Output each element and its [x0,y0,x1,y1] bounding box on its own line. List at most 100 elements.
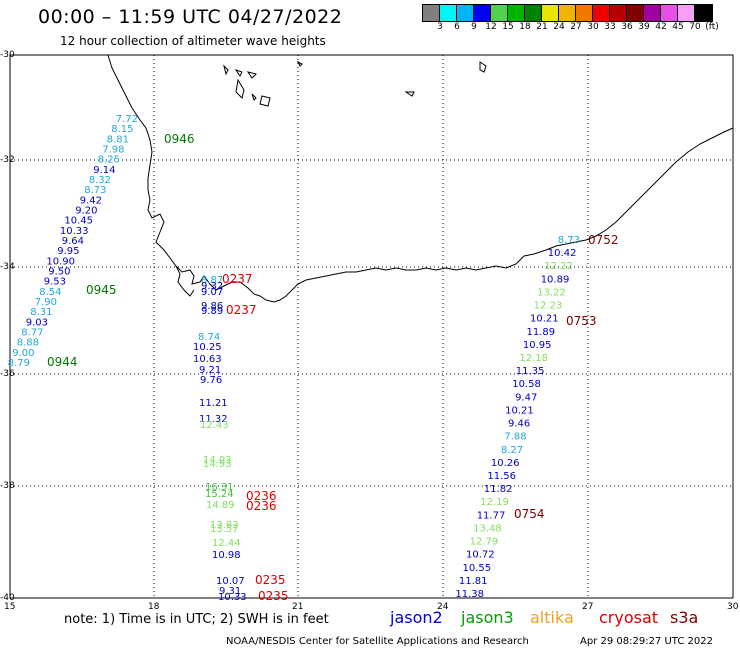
color-scale-cell [576,5,593,21]
satellite-legend-jason3: jason3 [461,608,514,627]
wave-height-value: 10.72 [466,550,495,561]
color-scale-labels: 3 6 9 12 15 18 21 24 27 30 33 36 39 42 45 70 (ft) [422,22,740,34]
wave-height-value: 10.26 [491,458,520,469]
wave-height-labels: 7.728.158.817.988.259.148.328.739.429.20… [8,114,619,603]
pass-time-label: 0237 [222,272,253,286]
color-scale-label: 15 [502,22,514,32]
wave-height-value: 11.21 [199,398,228,409]
satellite-legend-altika: altika [530,608,574,627]
satellite-legend-s3a: s3a [670,608,699,627]
pass-time-label: 0237 [226,303,257,317]
wave-height-value: 13.83 [210,520,239,531]
wave-height-value: 7.90 [35,297,57,308]
wave-height-value: 13.48 [473,523,502,534]
color-scale-cell [644,5,661,21]
wave-height-value: 7.88 [504,432,526,443]
wave-height-value: 11.77 [477,510,506,521]
color-scale-cell [423,5,440,21]
wave-height-value: 9.32 [201,281,223,292]
wave-height-value: 14.89 [206,500,235,511]
latitude-tick-label: -40 [0,593,15,603]
longitude-tick-label: 24 [437,602,449,612]
wave-height-value: 8.27 [501,445,523,456]
color-scale-cell [491,5,508,21]
color-scale-label: 27 [570,22,582,32]
wave-height-value: 9.95 [57,246,79,257]
color-scale-label: 3 [437,22,443,32]
wave-height-value: 10.95 [523,340,552,351]
color-scale-cell [474,5,491,21]
wave-height-value: 8.87 [201,275,223,286]
pass-time-label: 0236 [246,499,277,513]
wave-height-value: 13.22 [537,287,566,298]
wave-height-value: 10.07 [216,576,245,587]
color-scale-label: 21 [536,22,548,32]
longitude-tick-label: 30 [727,602,739,612]
south-cape [175,265,195,297]
color-scale-label: 70 [689,22,701,32]
pass-time-label: 0945 [86,283,117,297]
wave-height-value: 10.89 [541,274,570,285]
wave-height-value: 9.14 [93,165,115,176]
wave-height-value: 16.31 [205,482,234,493]
map-frame [9,54,734,599]
wave-height-value: 10.63 [193,354,222,365]
color-scale-label: 30 [587,22,599,32]
color-scale-label: 42 [655,22,667,32]
island-5 [259,95,271,107]
pass-time-label: 0944 [47,355,78,369]
pass-time-label: 0235 [255,573,286,587]
color-scale-cell [542,5,559,21]
island-6 [251,93,257,101]
wave-height-value: 12.43 [200,420,229,431]
color-scale-cell [559,5,576,21]
wave-height-value: 11.82 [484,484,513,495]
wave-height-value: 9.50 [48,267,70,278]
wave-height-value: 8.74 [198,332,220,343]
island-9 [479,61,487,73]
wave-height-value: 8.25 [98,155,120,166]
pass-time-label: 0235 [258,589,289,603]
color-scale-cell [593,5,610,21]
wave-height-value: 12.44 [212,538,241,549]
color-scale-label: 39 [638,22,650,32]
wave-height-value: 9.86 [201,301,223,312]
wave-height-value: 10.21 [505,405,534,416]
wave-height-value: 9.53 [44,277,66,288]
color-scale-bar [422,4,713,22]
wave-height-value: 8.32 [89,175,111,186]
wave-height-value: 10.58 [512,379,541,390]
wave-height-value: 10.21 [530,314,559,325]
latitude-tick-label: -30 [0,50,15,60]
island-1 [223,64,229,76]
island-8 [404,91,415,97]
pass-time-label: 0236 [246,489,277,503]
coastline [107,54,734,303]
color-scale-label: 33 [604,22,616,32]
wave-height-value: 11.35 [516,366,545,377]
color-scale-label: 24 [553,22,565,32]
pass-time-label: 0946 [164,132,195,146]
wave-height-value: 8.88 [17,338,39,349]
west-coastline [107,54,734,303]
wave-height-value: 7.72 [116,114,138,125]
wave-height-value: 10.45 [64,216,93,227]
wave-height-value: 14.93 [203,459,232,470]
wave-height-value: 8.73 [558,235,580,246]
wave-height-value: 9.03 [26,317,48,328]
footer-note: note: 1) Time is in UTC; 2) SWH is in fe… [64,612,329,627]
wave-height-value: 8.81 [107,134,129,145]
chart-subtitle: 12 hour collection of altimeter wave hei… [60,34,326,48]
wave-height-value: 10.98 [212,550,241,561]
color-scale-label: 45 [672,22,684,32]
longitude-tick-label: 15 [4,602,16,612]
wave-height-value: 12.22 [544,261,573,272]
wave-height-value: 9.20 [75,206,97,217]
latitude-tick-label: -34 [0,262,15,272]
wave-height-value: 12.18 [519,353,548,364]
color-scale-cell [440,5,457,21]
color-scale-label: (ft) [705,22,719,32]
color-scale-label: 9 [471,22,477,32]
wave-height-value: 9.07 [201,287,223,298]
